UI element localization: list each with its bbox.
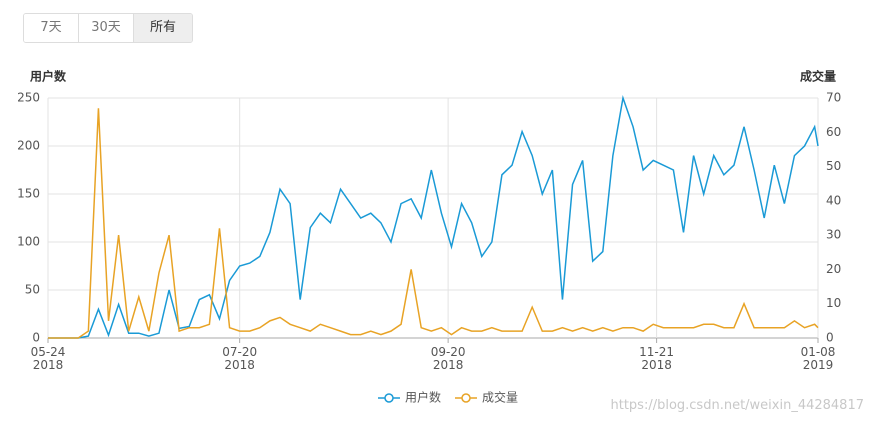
legend-label: 成交量 [482, 390, 518, 405]
legend-item: 成交量 [455, 390, 518, 405]
legend-item: 用户数 [378, 390, 441, 405]
x-tick-label: 11-21 2018 [639, 345, 675, 372]
y-tick-label: 250 [17, 91, 40, 105]
y2-axis-title: 成交量 [800, 69, 836, 84]
y2-tick-label: 30 [826, 228, 841, 242]
y2-tick-label: 40 [826, 193, 841, 207]
y-tick-label: 50 [25, 283, 40, 297]
range-button[interactable]: 30天 [79, 14, 134, 42]
x-tick-label: 09-20 2018 [430, 345, 466, 372]
y-tick-label: 150 [17, 187, 40, 201]
y-axis-title: 用户数 [29, 69, 67, 84]
x-tick-label: 07-20 2018 [222, 345, 258, 372]
legend-label: 用户数 [405, 390, 441, 405]
range-button[interactable]: 所有 [134, 14, 192, 42]
y2-tick-label: 20 [826, 262, 841, 276]
watermark: https://blog.csdn.net/weixin_44284817 [610, 398, 864, 413]
y-tick-label: 200 [17, 139, 40, 153]
data-line [48, 95, 819, 339]
y2-tick-label: 0 [826, 331, 834, 345]
x-tick-label: 01-08 2019 [800, 345, 836, 372]
y2-tick-label: 10 [826, 296, 841, 310]
y2-tick-label: 50 [826, 159, 841, 173]
legend-marker [384, 393, 394, 403]
data-line [48, 108, 819, 339]
y-tick-label: 0 [32, 331, 40, 345]
y2-tick-label: 70 [826, 91, 841, 105]
y2-tick-label: 60 [826, 125, 841, 139]
y-tick-label: 100 [17, 235, 40, 249]
x-tick-label: 05-24 2018 [30, 345, 66, 372]
range-button[interactable]: 7天 [24, 14, 79, 42]
range-buttons: 7天 30天 所有 [23, 13, 193, 43]
legend-marker [461, 393, 471, 403]
